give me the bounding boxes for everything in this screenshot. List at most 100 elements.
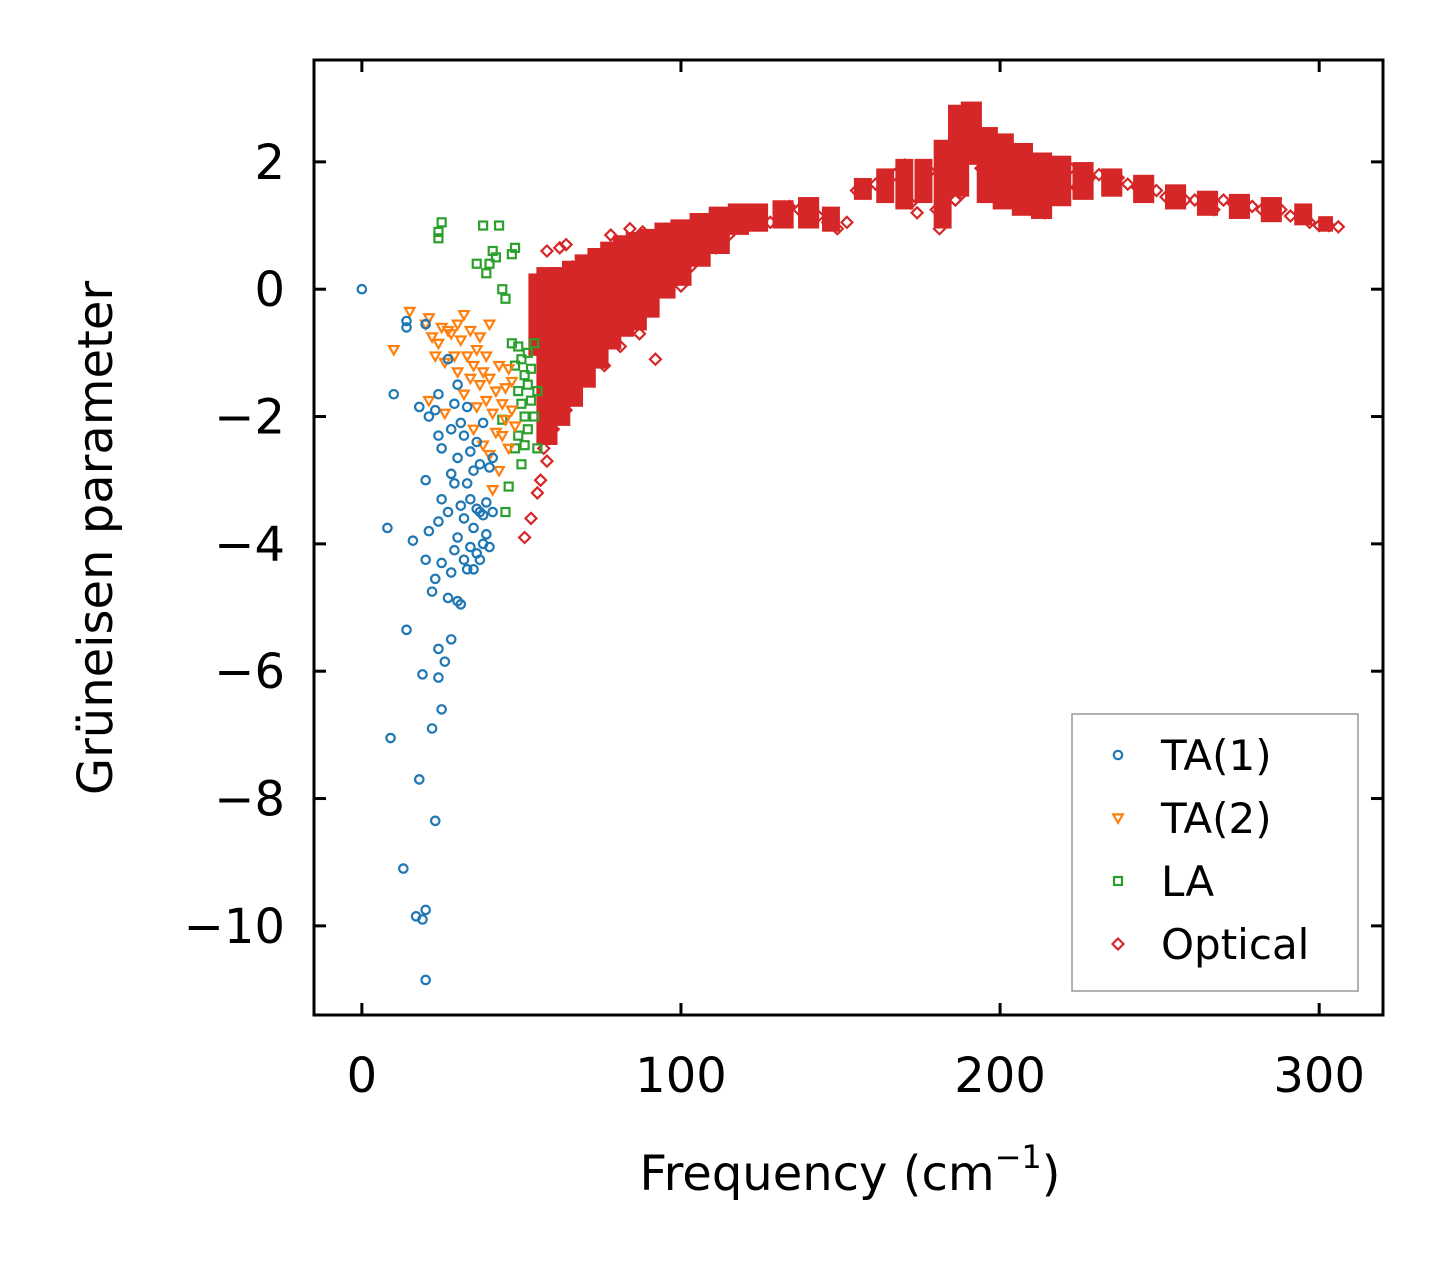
la-point (525, 395, 537, 406)
optical-point (938, 183, 953, 198)
series-ta2 (387, 306, 522, 497)
optical-point (1312, 218, 1327, 233)
optical-point (839, 215, 854, 230)
optical-point (1292, 205, 1308, 220)
x-axis-label: Frequency (cm−1) (639, 1138, 1060, 1202)
optical-point (957, 107, 973, 122)
optical-point (977, 142, 992, 157)
optical-point (600, 294, 615, 309)
ta2-point (482, 319, 497, 332)
optical-point (1044, 164, 1059, 179)
ta2-point (495, 430, 509, 443)
la-point (513, 341, 524, 352)
optical-point (721, 228, 736, 243)
optical-point (552, 320, 567, 335)
optical-point (1331, 219, 1346, 234)
ta2-point (495, 399, 509, 411)
optical-point (849, 183, 864, 198)
optical-point (632, 326, 647, 341)
optical-point (648, 352, 663, 367)
optical-point (702, 224, 717, 239)
ta2-point (476, 367, 490, 379)
y-axis: 2 0 −2 −4 −6 −8 −10 (184, 135, 1383, 955)
ta2-point (387, 344, 401, 357)
optical-point (594, 253, 609, 268)
ta2-point (479, 351, 494, 364)
la-point (433, 233, 444, 244)
ta1-point (442, 506, 454, 518)
optical-point (897, 157, 912, 173)
optical-point (539, 454, 555, 469)
ta1-point (429, 404, 441, 416)
legend-label-la: LA (1161, 857, 1214, 906)
ta2-point (473, 332, 487, 344)
optical-point (657, 234, 673, 249)
optical-point (1197, 196, 1212, 211)
optical-point (1225, 196, 1241, 211)
ta1-point (468, 564, 479, 575)
ta1-point (433, 430, 444, 441)
legend-marker-ta2 (1111, 813, 1125, 826)
ta1-point (449, 398, 460, 410)
optical-point (1178, 193, 1193, 208)
la-point (525, 363, 537, 374)
x-tick-label: 300 (1273, 1048, 1365, 1104)
optical-point (683, 259, 698, 274)
optical-point (986, 145, 1001, 160)
ta2-point (486, 408, 500, 421)
optical-point (830, 221, 845, 236)
series-ta1 (356, 283, 498, 986)
legend-label-ta2: TA(2) (1160, 794, 1272, 843)
optical-point (1321, 218, 1336, 233)
y-tick-label: −10 (184, 899, 285, 955)
ta1-point (452, 452, 463, 464)
la-point (532, 385, 543, 397)
ta1-point (420, 474, 431, 486)
ta1-point (481, 497, 492, 508)
optical-density-band (895, 158, 914, 210)
optical-point (922, 164, 937, 179)
legend-marker-ta1 (1112, 749, 1124, 761)
ta1-point (442, 592, 454, 604)
optical-point (1206, 202, 1221, 217)
la-point (481, 268, 492, 279)
la-point (500, 506, 511, 518)
ta1-point (420, 318, 431, 330)
ta2-point (422, 313, 436, 325)
la-point (529, 411, 540, 422)
la-point (513, 385, 524, 397)
ta1-point (452, 532, 463, 543)
ta1-point (414, 401, 425, 413)
la-point (478, 220, 489, 231)
ta1-point (455, 500, 467, 511)
optical-density-band (914, 158, 933, 204)
optical-density-band (670, 219, 692, 286)
x-tick-label: 200 (954, 1048, 1046, 1104)
legend-label-ta1: TA(1) (1160, 731, 1272, 780)
optical-point (1139, 183, 1154, 198)
optical-point (951, 119, 966, 134)
optical-point (536, 441, 551, 456)
ta1-point (356, 283, 368, 295)
ta1-point (455, 599, 467, 610)
optical-point (562, 294, 577, 309)
ta1-point (465, 446, 476, 457)
la-point (522, 379, 533, 390)
optical-point (603, 228, 618, 243)
la-point (509, 242, 521, 253)
optical-point (811, 208, 826, 224)
optical-point (980, 177, 995, 192)
ta2-point (479, 395, 494, 408)
ta1-point (420, 554, 431, 566)
optical-point (728, 205, 743, 220)
optical-point (1101, 173, 1116, 189)
ta1-point (429, 815, 441, 827)
optical-point (1120, 177, 1135, 192)
optical-point (635, 224, 650, 239)
optical-point (941, 154, 957, 169)
y-tick-label: −2 (214, 390, 285, 446)
optical-point (1130, 180, 1145, 195)
ta2-point (425, 332, 439, 344)
ta2-point (444, 329, 458, 341)
optical-point (677, 240, 692, 255)
